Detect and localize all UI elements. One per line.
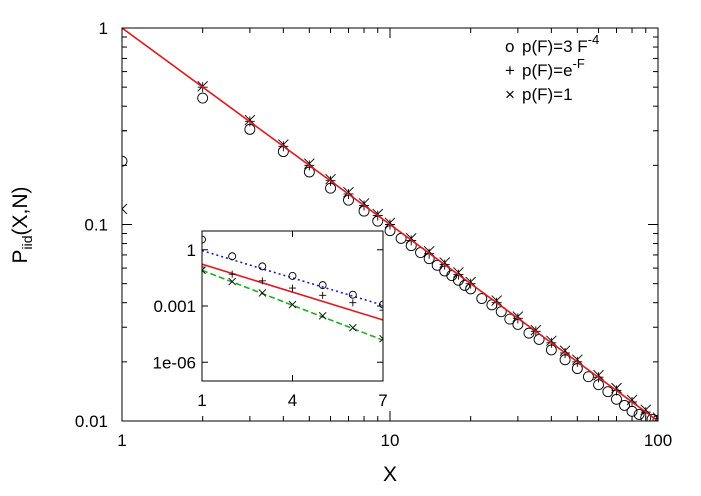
inset-data-point [349,299,357,307]
inset-series-plus [202,263,383,314]
inset-data-point [379,300,383,309]
inset-data-point [318,281,327,290]
data-point [619,399,630,411]
series-circle [122,92,658,421]
inset-frame [201,230,384,382]
inset-data-point [258,277,266,285]
inset-data-point [202,263,206,271]
legend-label: p(F)=1 [522,85,573,104]
plot-area [122,28,658,421]
data-point [611,382,622,394]
data-point [358,198,370,209]
data-point [626,394,638,406]
data-point [546,335,557,347]
legend-entry: + p(F)=e-F [505,56,585,80]
legend-entry: o p(F)=3 F-4 [505,32,599,56]
legend-label: p(F)=3 F-4 [522,32,599,56]
data-point [652,414,658,421]
data-point [559,345,571,356]
inset-data-point [379,306,383,314]
legend-marker: + [505,61,515,80]
inset-y-tick-label: 1e-06 [153,353,196,372]
x-tick-label: 10 [381,431,400,450]
inset-data-point [379,334,383,343]
y-tick-label: 1 [99,19,108,38]
inset-data-point [258,289,267,297]
inset-data-point [258,262,267,271]
inset-ticks: 1 4 7 1 0.001 1e-06 [153,231,388,410]
y-tick-label: 0.1 [84,216,108,235]
data-point [593,369,604,381]
inset-data-point [319,291,327,299]
inset-data-point [288,300,297,309]
y-axis-label: Piid(X,N) [9,186,35,263]
data-point [640,404,652,416]
plot-frame [121,27,659,422]
inset-data-point [318,311,327,320]
inset-plot-area [202,235,383,343]
inset-data-point [202,266,206,275]
legend-entry: × p(F)=1 [505,85,573,104]
x-tick-label: 1 [117,431,126,450]
inset-data-point [228,270,236,278]
data-point [491,295,502,306]
inset-x-tick-label: 1 [197,391,206,410]
legend-marker: o [505,37,514,56]
data-point [439,257,451,268]
inset-data-point [289,284,296,292]
data-point [122,125,127,136]
legend-marker: × [505,85,515,104]
minor-ticks [122,28,658,421]
y-tick-label: 0.01 [75,412,108,431]
inset-x-tick-label: 4 [288,391,297,410]
data-point [602,386,614,398]
data-point [523,327,535,339]
x-tick-label: 100 [644,431,672,450]
data-point [459,279,471,291]
inset-data-point [288,272,297,280]
data-point [122,203,128,215]
inset-data-point [348,290,357,299]
data-point [633,408,645,420]
inset-y-tick-label: 1 [187,241,196,260]
data-point [197,92,209,104]
inset-data-point [349,323,357,332]
legend: o p(F)=3 F-4 + p(F)=e-F × p(F)=1 [505,32,599,104]
fit-line [122,28,658,421]
data-point [476,293,488,304]
inset-x-tick-label: 7 [378,391,387,410]
inset-background [202,231,383,381]
inset-data-point [228,277,236,286]
inset-series-circle [202,235,383,309]
data-point [122,155,128,167]
inset-y-tick-label: 0.001 [153,297,196,316]
inset-series-cross [202,266,383,343]
inset-data-point [202,235,206,244]
inset-data-point [228,252,237,261]
data-point [582,371,594,383]
legend-label: p(F)=e-F [522,56,585,80]
data-point [572,354,583,366]
data-point [453,267,464,278]
x-axis-label: X [383,463,397,486]
